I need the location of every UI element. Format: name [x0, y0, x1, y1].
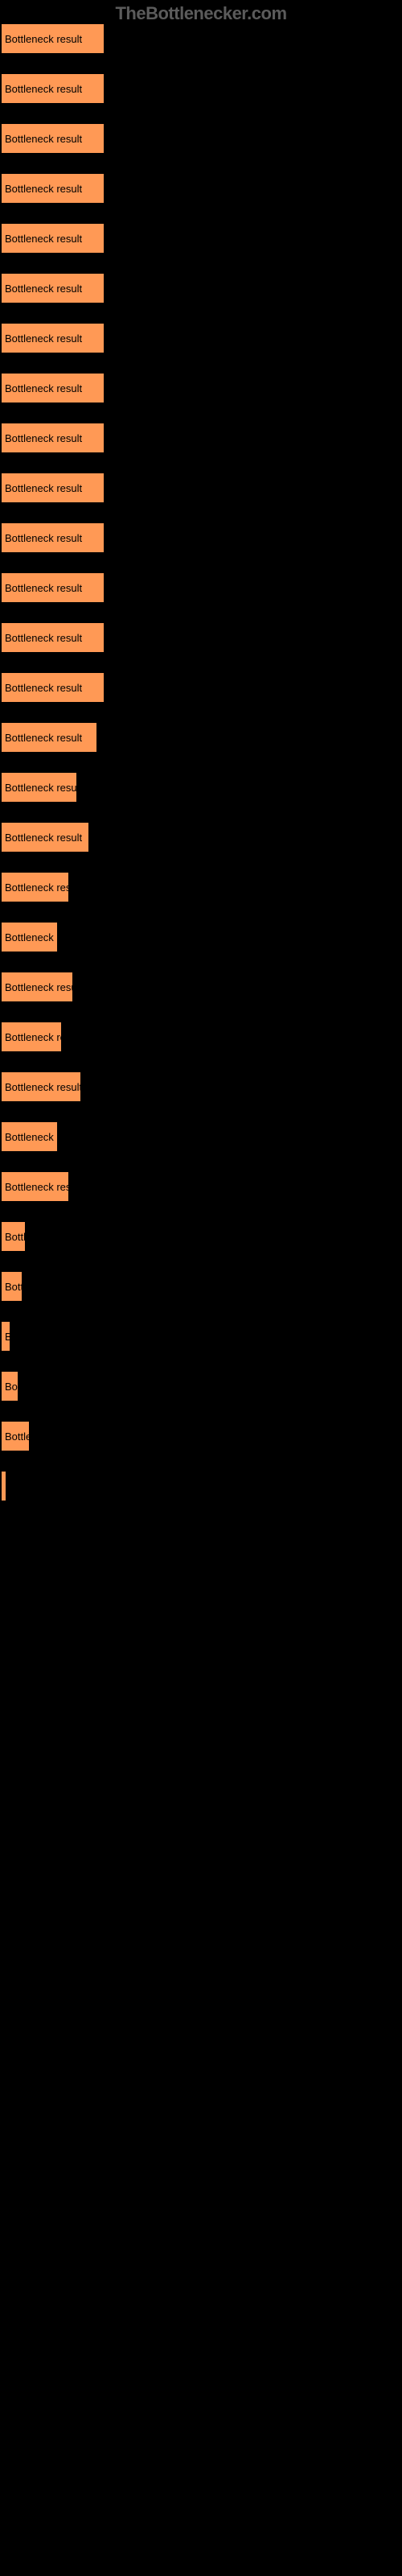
- bar-row: Bottleneck result: [2, 1072, 402, 1101]
- bar-label: Bottleneck result: [5, 1480, 6, 1492]
- bar: Bottleneck result: [2, 74, 104, 103]
- bar: Bottleneck result: [2, 923, 57, 952]
- bar-row: Bottleneck result: [2, 573, 402, 602]
- bar: Bottleneck result: [2, 673, 104, 702]
- bar: Bottleneck result: [2, 623, 104, 652]
- bar-label: Bottleneck result: [5, 1281, 22, 1293]
- bar: Bottleneck result: [2, 24, 104, 53]
- bar-label: Bottleneck result: [5, 931, 57, 943]
- bar-row: Bottleneck result: [2, 1422, 402, 1451]
- bar: Bottleneck result: [2, 1322, 10, 1351]
- bar: Bottleneck result: [2, 324, 104, 353]
- bar-row: Bottleneck result: [2, 723, 402, 752]
- bar: Bottleneck result: [2, 274, 104, 303]
- bar: Bottleneck result: [2, 773, 76, 802]
- bar: Bottleneck result: [2, 1122, 57, 1151]
- bar-row: Bottleneck result: [2, 1222, 402, 1251]
- bar: Bottleneck result: [2, 1222, 25, 1251]
- bar: Bottleneck result: [2, 224, 104, 253]
- bar-label: Bottleneck result: [5, 682, 82, 694]
- bar-label: Bottleneck result: [5, 782, 76, 794]
- bar: Bottleneck result: [2, 823, 88, 852]
- bar-label: Bottleneck result: [5, 1081, 80, 1093]
- bar: Bottleneck result: [2, 1022, 61, 1051]
- bar-row: Bottleneck result: [2, 1472, 402, 1501]
- bar-row: Bottleneck result: [2, 873, 402, 902]
- bar-row: Bottleneck result: [2, 324, 402, 353]
- bar-label: Bottleneck result: [5, 981, 72, 993]
- bar: Bottleneck result: [2, 174, 104, 203]
- bar: Bottleneck result: [2, 1422, 29, 1451]
- bar-row: Bottleneck result: [2, 1022, 402, 1051]
- bar-row: Bottleneck result: [2, 523, 402, 552]
- bar-row: Bottleneck result: [2, 972, 402, 1001]
- bar-row: Bottleneck result: [2, 1372, 402, 1401]
- bar-row: Bottleneck result: [2, 673, 402, 702]
- bar: Bottleneck result: [2, 723, 96, 752]
- bar-chart: Bottleneck result Bottleneck result Bottle…: [0, 0, 402, 1501]
- bar-row: Bottleneck result: [2, 823, 402, 852]
- bar-row: Bottleneck result: [2, 124, 402, 153]
- bar-label: Bottleneck result: [5, 183, 82, 195]
- bar-label: Bottleneck result: [5, 1181, 68, 1193]
- bar-label: Bottleneck result: [5, 133, 82, 145]
- bar-label: Bottleneck result: [5, 832, 82, 844]
- bar-label: Bottleneck result: [5, 482, 82, 494]
- bar-row: Bottleneck result: [2, 274, 402, 303]
- bar: Bottleneck result: [2, 1272, 22, 1301]
- bar-row: Bottleneck result: [2, 1272, 402, 1301]
- bar-label: Bottleneck result: [5, 83, 82, 95]
- bar-label: Bottleneck result: [5, 1131, 57, 1143]
- bar-label: Bottleneck result: [5, 33, 82, 45]
- bar: Bottleneck result: [2, 423, 104, 452]
- bar: Bottleneck result: [2, 1472, 6, 1501]
- bar-label: Bottleneck result: [5, 1031, 61, 1043]
- bar-label: Bottleneck result: [5, 582, 82, 594]
- bar-label: Bottleneck result: [5, 382, 82, 394]
- bar: Bottleneck result: [2, 1172, 68, 1201]
- bar-row: Bottleneck result: [2, 1172, 402, 1201]
- bar-row: Bottleneck result: [2, 224, 402, 253]
- bar: Bottleneck result: [2, 873, 68, 902]
- bar-row: Bottleneck result: [2, 623, 402, 652]
- bar-label: Bottleneck result: [5, 1331, 10, 1343]
- bar: Bottleneck result: [2, 1072, 80, 1101]
- bar-row: Bottleneck result: [2, 374, 402, 402]
- bar-row: Bottleneck result: [2, 423, 402, 452]
- bar-row: Bottleneck result: [2, 923, 402, 952]
- bar-row: Bottleneck result: [2, 473, 402, 502]
- bar-row: Bottleneck result: [2, 1322, 402, 1351]
- bar-row: Bottleneck result: [2, 1122, 402, 1151]
- bar-row: Bottleneck result: [2, 773, 402, 802]
- bar-row: Bottleneck result: [2, 174, 402, 203]
- bar-row: Bottleneck result: [2, 24, 402, 53]
- bar-label: Bottleneck result: [5, 1430, 29, 1443]
- bar-label: Bottleneck result: [5, 283, 82, 295]
- bar: Bottleneck result: [2, 124, 104, 153]
- bar-label: Bottleneck result: [5, 432, 82, 444]
- bar: Bottleneck result: [2, 374, 104, 402]
- bar-label: Bottleneck result: [5, 233, 82, 245]
- bar-label: Bottleneck result: [5, 532, 82, 544]
- bar-label: Bottleneck result: [5, 332, 82, 345]
- bar: Bottleneck result: [2, 473, 104, 502]
- bar: Bottleneck result: [2, 573, 104, 602]
- bar: Bottleneck result: [2, 1372, 18, 1401]
- bar-label: Bottleneck result: [5, 881, 68, 894]
- bar: Bottleneck result: [2, 972, 72, 1001]
- bar: Bottleneck result: [2, 523, 104, 552]
- bar-label: Bottleneck result: [5, 1381, 18, 1393]
- bar-label: Bottleneck result: [5, 732, 82, 744]
- bar-label: Bottleneck result: [5, 1231, 25, 1243]
- bar-label: Bottleneck result: [5, 632, 82, 644]
- bar-row: Bottleneck result: [2, 74, 402, 103]
